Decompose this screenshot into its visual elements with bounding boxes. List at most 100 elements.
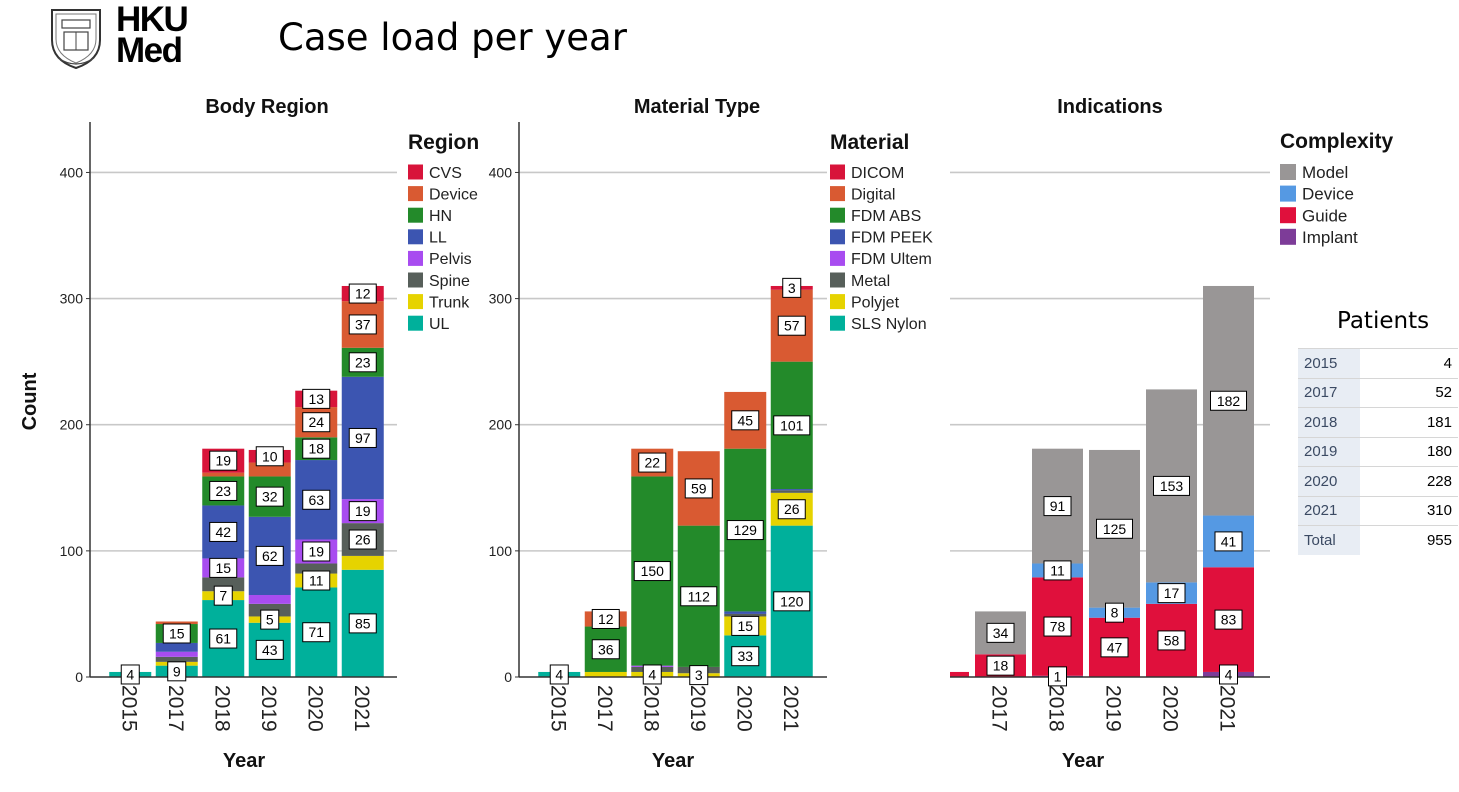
data-label-box xyxy=(986,655,1015,676)
legend-label: DICOM xyxy=(851,165,904,182)
data-label: 15 xyxy=(737,618,753,634)
data-label-box xyxy=(549,664,569,685)
legend-title: Material xyxy=(830,131,909,154)
legend-swatch xyxy=(830,207,845,223)
data-label-box xyxy=(986,622,1015,643)
data-label: 97 xyxy=(355,430,371,446)
data-label: 129 xyxy=(734,522,758,538)
data-label-box xyxy=(1043,616,1072,637)
table-cell-count: 228 xyxy=(1360,466,1458,496)
bar-segment xyxy=(724,613,767,617)
data-label: 85 xyxy=(355,615,371,631)
bar-segment xyxy=(295,563,338,574)
data-label-box xyxy=(731,410,760,431)
data-label: 91 xyxy=(1050,498,1066,514)
data-label-box xyxy=(302,388,331,409)
x-axis-label: Year xyxy=(1062,750,1104,772)
data-label: 3 xyxy=(695,667,703,683)
legend-label: SLS Nylon xyxy=(851,316,927,333)
bar-segment xyxy=(770,489,813,491)
data-label: 59 xyxy=(691,480,707,496)
data-label: 45 xyxy=(737,412,753,428)
data-label-box xyxy=(731,646,760,667)
data-label-box xyxy=(209,628,238,649)
legend-swatch xyxy=(830,250,845,266)
data-label: 1 xyxy=(1054,668,1062,684)
data-label: 23 xyxy=(215,483,231,499)
data-label: 19 xyxy=(215,453,231,469)
table-cell-year: 2017 xyxy=(1298,377,1360,408)
data-label-box xyxy=(348,427,377,448)
legend-label: Guide xyxy=(1302,206,1347,225)
x-tick-label: 2019 xyxy=(686,685,709,732)
data-label: 7 xyxy=(219,588,227,604)
data-label-box xyxy=(348,283,377,304)
legend-label: FDM Ultem xyxy=(851,251,932,268)
x-axis-label: Year xyxy=(652,750,694,772)
data-label-box xyxy=(1219,664,1238,685)
data-label-box xyxy=(255,446,284,467)
data-label-box xyxy=(591,639,620,660)
table-row: 2018 181 xyxy=(1298,407,1458,437)
university-crest-icon xyxy=(51,9,101,70)
data-label-box xyxy=(213,585,233,606)
x-tick-label: 2021 xyxy=(1216,685,1239,732)
logo-line-1: HKU xyxy=(116,0,189,39)
y-tick-label: 100 xyxy=(489,543,513,559)
legend-swatch xyxy=(408,186,423,202)
bar-segment xyxy=(770,490,813,493)
bar-segment xyxy=(584,671,627,677)
data-label-box xyxy=(302,541,331,562)
data-label: 37 xyxy=(355,316,371,332)
data-label: 5 xyxy=(266,612,274,628)
data-label: 11 xyxy=(1050,562,1065,578)
legend-label: Metal xyxy=(851,273,890,290)
table-cell-year: Total xyxy=(1298,525,1360,555)
chart-title: Material Type xyxy=(634,96,760,118)
data-label: 58 xyxy=(1164,632,1180,648)
table-cell-count: 181 xyxy=(1360,407,1458,437)
data-label-box xyxy=(209,521,238,542)
legend-swatch xyxy=(408,272,423,288)
data-label: 36 xyxy=(598,641,614,657)
legend-label: FDM PEEK xyxy=(851,230,933,247)
bar-segment xyxy=(155,651,198,657)
page-title: Case load per year xyxy=(278,16,627,59)
data-label-box xyxy=(255,639,284,660)
data-label: 71 xyxy=(308,624,324,640)
patients-table: 2015 4 2017 52 2018 181 2019 180 2020 228 2021 310 T… xyxy=(1298,348,1458,555)
data-label-box xyxy=(1157,583,1186,604)
data-label-box xyxy=(731,615,760,636)
x-tick-label: 2020 xyxy=(732,685,755,732)
table-row: 2020 228 xyxy=(1298,466,1458,496)
logo-wordmark: HKU Med xyxy=(116,0,189,68)
data-label: 43 xyxy=(262,642,278,658)
data-label-box xyxy=(302,570,331,591)
data-label-box xyxy=(209,450,238,471)
bar-segment xyxy=(155,621,198,625)
table-cell-year: 2018 xyxy=(1298,407,1360,437)
legend-swatch xyxy=(408,229,423,245)
legend-swatch xyxy=(830,186,845,202)
legend-swatch xyxy=(1280,228,1296,245)
data-label: 182 xyxy=(1217,393,1241,409)
data-label: 8 xyxy=(1111,605,1119,621)
data-label-box xyxy=(1157,630,1186,651)
data-label: 4 xyxy=(126,666,134,682)
data-label-box xyxy=(1043,560,1072,581)
data-label: 57 xyxy=(784,318,800,334)
legend-title: Complexity xyxy=(1280,130,1394,153)
data-label-box xyxy=(680,586,718,607)
data-label-box xyxy=(1048,666,1067,687)
data-label: 34 xyxy=(993,625,1009,641)
x-tick-label: 2015 xyxy=(117,685,140,732)
bar-segment xyxy=(248,595,291,604)
data-label: 12 xyxy=(355,286,371,302)
data-label-box xyxy=(302,412,331,433)
table-cell-count: 180 xyxy=(1360,436,1458,467)
table-cell-year: 2019 xyxy=(1298,436,1360,467)
bar-segment xyxy=(202,577,245,592)
x-tick-label: 2018 xyxy=(639,685,662,732)
data-label-box xyxy=(348,314,377,335)
